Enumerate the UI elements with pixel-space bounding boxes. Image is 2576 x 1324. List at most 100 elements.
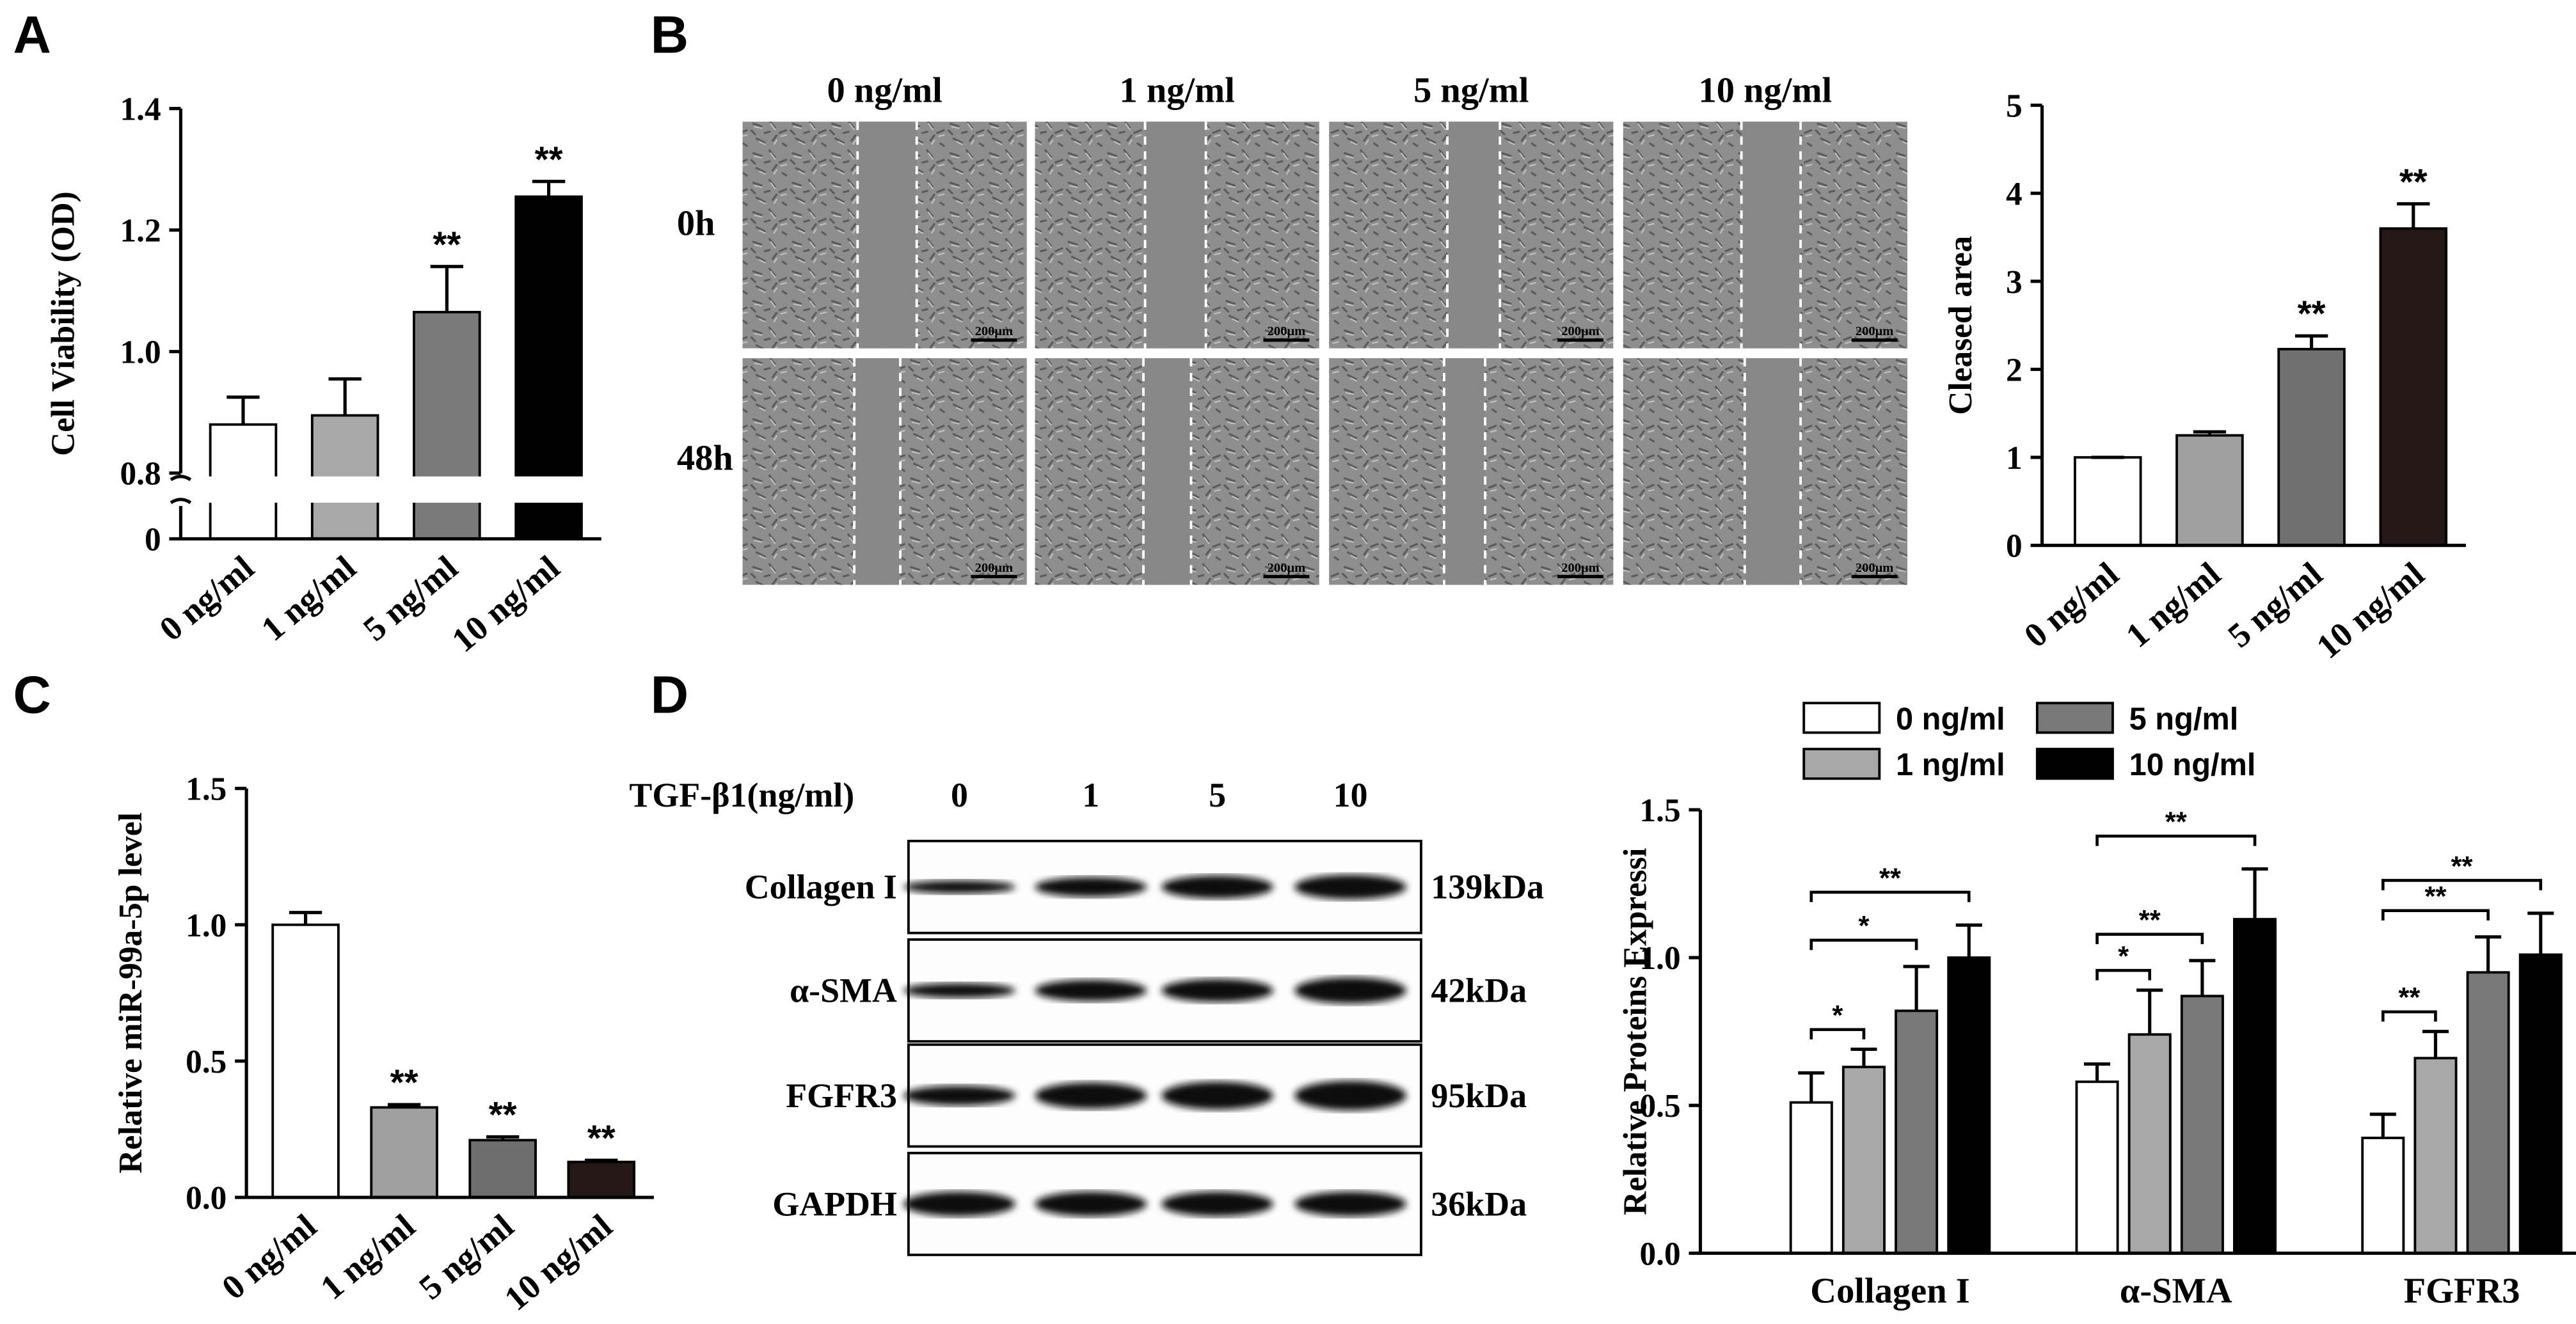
significance-bracket xyxy=(2381,879,2543,890)
bar xyxy=(2379,227,2448,547)
significance-bracket xyxy=(2095,933,2204,945)
bar xyxy=(2277,347,2346,547)
legend-swatch xyxy=(1802,702,1881,734)
x-tick-label: 0 ng/ml xyxy=(2017,555,2126,655)
significance-bracket xyxy=(1809,1028,1866,1040)
protein-band xyxy=(1161,979,1273,1002)
x-tick-label: α-SMA xyxy=(2120,1271,2232,1311)
y-tick-label: 5 xyxy=(2006,88,2023,125)
bar xyxy=(468,1139,537,1199)
y-tick-label: 0.8 xyxy=(120,456,161,493)
scale-bar-label: 200μm xyxy=(975,324,1014,338)
scale-bar-label: 200μm xyxy=(1856,324,1894,338)
x-tick-label: 1 ng/ml xyxy=(254,548,363,649)
significance-bracket xyxy=(2095,834,2257,846)
lane-label: 5 xyxy=(1209,776,1226,814)
y-tick-label: 1.2 xyxy=(120,213,161,249)
y-tick-label: 0 xyxy=(2006,528,2023,565)
y-tick-label: 0.0 xyxy=(1639,1236,1680,1272)
protein-band xyxy=(1035,1082,1147,1109)
significance-label: ** xyxy=(535,139,563,179)
protein-band xyxy=(1161,1192,1273,1217)
bar xyxy=(1841,1066,1886,1255)
column-label: 1 ng/ml xyxy=(1119,70,1234,110)
protein-label: α-SMA xyxy=(790,971,897,1009)
bar xyxy=(567,1160,636,1199)
y-tick-label: 0.5 xyxy=(1639,1088,1680,1124)
bar xyxy=(2466,971,2510,1255)
scratch-gap xyxy=(1145,122,1206,349)
y-axis-label: Cleased area xyxy=(1943,236,1979,415)
protein-band xyxy=(903,880,1015,894)
error-bar xyxy=(2397,202,2430,229)
scale-bar-label: 200μm xyxy=(1856,561,1894,575)
significance-bracket xyxy=(2381,1010,2437,1022)
error-bar xyxy=(2422,1030,2449,1059)
y-tick-label: 1.5 xyxy=(1639,792,1680,829)
y-tick-label: 2 xyxy=(2006,352,2023,388)
scale-bar-label: 200μm xyxy=(1561,561,1600,575)
axis-break-mark xyxy=(170,475,192,505)
y-axis-label: Relative Proteins Expressi xyxy=(1618,848,1654,1215)
protein-band xyxy=(1294,977,1406,1004)
x-tick-label: FGFR3 xyxy=(2404,1271,2520,1311)
protein-band xyxy=(903,1085,1015,1106)
bar xyxy=(2361,1137,2405,1255)
protein-label: FGFR3 xyxy=(786,1076,897,1115)
significance-bracket xyxy=(1809,890,1971,902)
protein-band xyxy=(1294,1192,1406,1217)
column-label: 10 ng/ml xyxy=(1699,70,1833,110)
significance-label: ** xyxy=(2451,851,2473,882)
treatment-label: TGF-β1(ng/ml) xyxy=(629,776,854,814)
lane-label: 1 xyxy=(1082,776,1099,814)
bar xyxy=(2073,456,2142,547)
y-tick-label: 1.5 xyxy=(186,771,227,808)
significance-label: * xyxy=(1832,1000,1843,1031)
error-bar xyxy=(227,395,260,425)
protein-label: GAPDH xyxy=(772,1185,897,1223)
bar xyxy=(2413,1057,2458,1255)
significance-label: ** xyxy=(433,224,461,264)
error-bar xyxy=(289,911,322,925)
x-tick-label: 1 ng/ml xyxy=(313,1207,422,1307)
y-axis-label: Cell Viability (OD) xyxy=(45,191,82,456)
legend-swatch xyxy=(2035,702,2114,734)
column-label: 0 ng/ml xyxy=(827,70,942,110)
scratch-gap xyxy=(1447,122,1500,349)
y-tick-label: 4 xyxy=(2006,176,2023,212)
significance-label: ** xyxy=(2399,161,2428,201)
error-bar xyxy=(2475,935,2502,973)
significance-label: ** xyxy=(2139,904,2161,936)
scratch-gap xyxy=(857,122,917,349)
error-bar xyxy=(328,377,362,416)
error-bar xyxy=(1955,923,1982,958)
lane-label: 10 xyxy=(1333,776,1368,814)
protein-size: 95kDa xyxy=(1431,1076,1527,1115)
bar xyxy=(1789,1101,1833,1255)
y-tick-label: 1.0 xyxy=(120,335,161,371)
error-bar xyxy=(430,265,464,312)
protein-band xyxy=(1035,979,1147,1002)
y-tick-label: 1 xyxy=(2006,440,2023,477)
x-tick-label: 10 ng/ml xyxy=(497,1207,619,1318)
bar xyxy=(2127,1033,2172,1255)
legend-label: 1 ng/ml xyxy=(1896,748,2005,782)
y-tick-label: 1.0 xyxy=(1639,940,1680,977)
panel-label: A xyxy=(13,6,51,64)
scale-bar-label: 200μm xyxy=(1268,324,1306,338)
protein-label: Collagen I xyxy=(745,868,897,906)
bar xyxy=(2180,995,2224,1255)
error-bar xyxy=(486,1135,520,1140)
bar xyxy=(1895,1009,1939,1255)
significance-label: ** xyxy=(2165,806,2187,837)
row-label: 0h xyxy=(677,203,715,243)
column-label: 5 ng/ml xyxy=(1413,70,1529,110)
lane-label: 0 xyxy=(951,776,968,814)
scale-bar-label: 200μm xyxy=(1561,324,1600,338)
x-tick-label: 1 ng/ml xyxy=(2119,555,2228,655)
x-tick-label: 10 ng/ml xyxy=(2309,555,2431,666)
x-tick-label: 0 ng/ml xyxy=(152,548,262,649)
significance-label: * xyxy=(1858,910,1869,942)
error-bar xyxy=(2527,911,2554,955)
protein-size: 36kDa xyxy=(1431,1185,1527,1223)
